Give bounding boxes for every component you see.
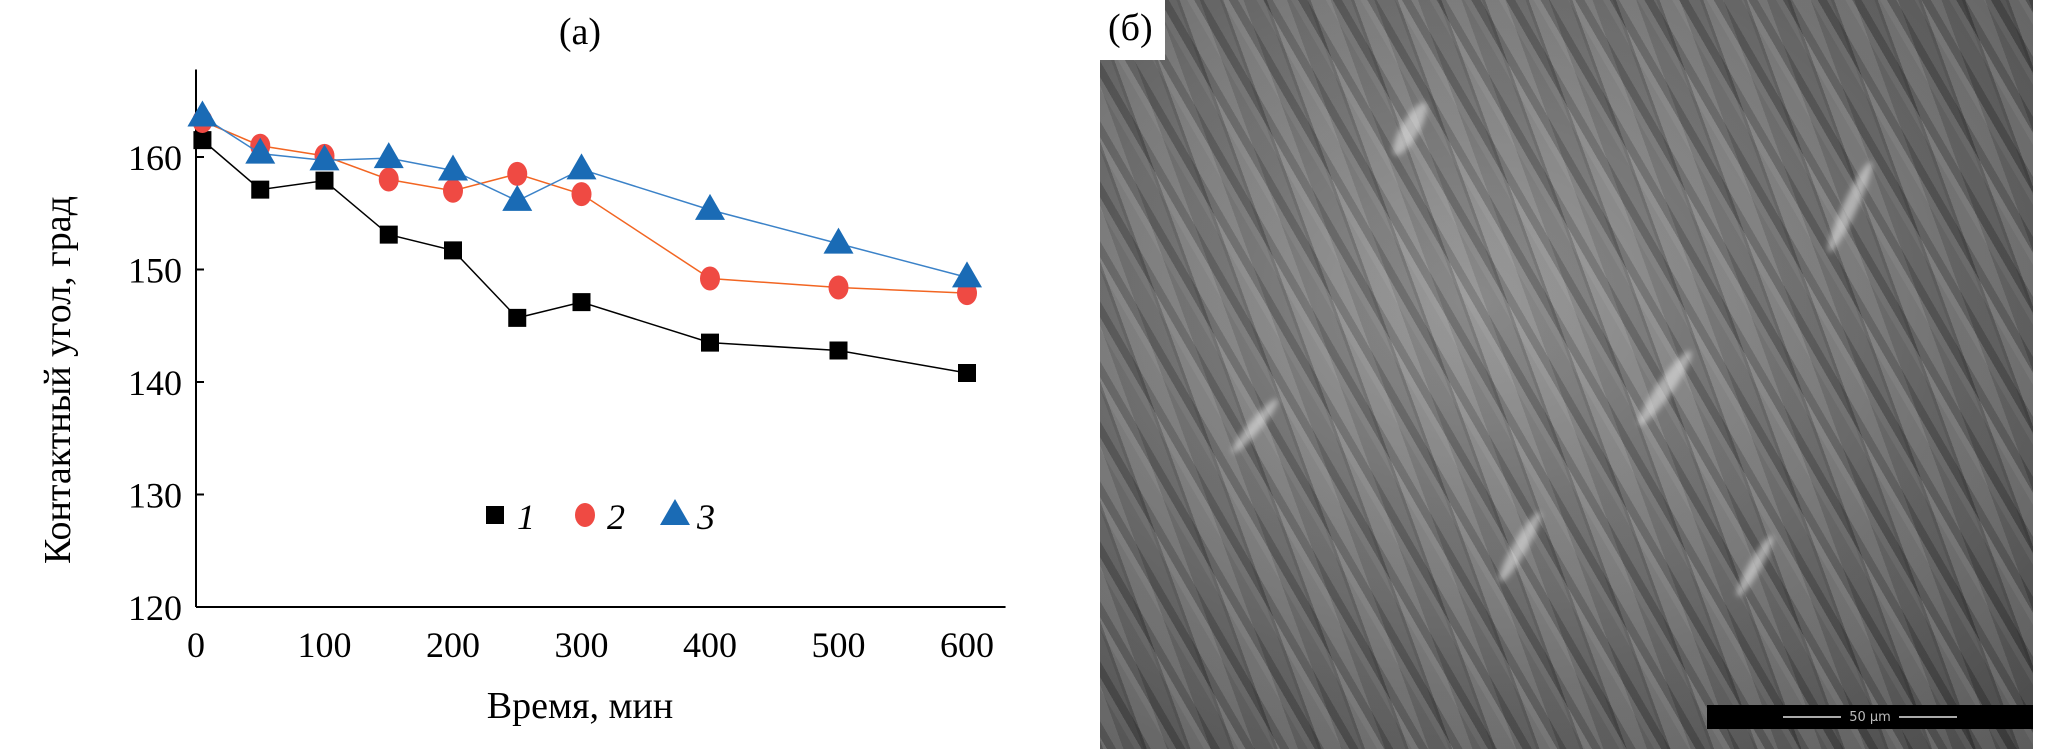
y-tick-label: 140 [128,363,182,403]
x-tick-label: 500 [812,625,866,665]
x-tick-label: 0 [187,625,205,665]
legend-marker-3 [660,499,690,525]
data-point-2 [507,161,528,186]
series-1 [193,131,976,382]
x-tick-label: 400 [683,625,737,665]
series-2 [192,109,977,306]
data-point-1 [444,241,462,260]
y-axis-label: Контактный угол, град [37,196,79,564]
data-point-1 [572,293,591,312]
data-point-3 [502,184,533,211]
data-point-3 [952,261,982,288]
scale-bar-label: 50 µm [1849,709,1891,725]
data-point-3 [695,193,725,220]
legend-marker-2 [575,503,595,527]
panel-label: (б) [1100,0,1165,60]
y-tick-label: 150 [128,251,182,291]
y-tick-label: 120 [128,588,182,628]
data-point-2 [828,275,849,300]
legend-label-1: 1 [517,497,535,537]
data-point-1 [829,341,848,360]
data-point-2 [443,178,463,203]
series-line-1 [201,139,968,374]
data-point-1 [958,364,976,382]
data-point-1 [251,180,270,199]
y-tick-label: 160 [128,138,182,178]
data-point-3 [309,144,340,171]
data-point-1 [508,308,527,327]
series-group [187,100,982,382]
x-tick-label: 200 [426,625,480,665]
x-axis-label: Время, мин [487,685,673,727]
legend-marker-1 [486,506,504,524]
data-point-1 [379,225,398,244]
data-point-3 [245,137,276,164]
data-point-2 [378,167,399,192]
data-point-3 [566,153,597,180]
legend: 1 2 3 [486,497,715,537]
data-point-3 [187,100,218,127]
chart-title: (а) [559,11,601,53]
axes: 120 130 140 150 160 0 100 200 300 400 500 600 [128,69,1006,665]
data-point-1 [193,131,212,150]
series-3 [187,100,982,288]
x-tick-label: 100 [298,625,352,665]
data-point-1 [315,171,334,190]
data-point-2 [571,182,592,207]
legend-label-2: 2 [607,497,625,537]
sem-micrograph: (б) 50 µm [1100,0,2033,749]
series-line-3 [202,115,968,279]
legend-label-3: 3 [696,497,715,537]
y-tick-label: 130 [128,476,182,516]
data-point-1 [701,333,719,352]
contact-angle-chart: (а) 120 130 140 150 160 0 100 200 300 400 500 600 1… [37,11,1006,727]
x-tick-label: 300 [555,625,609,665]
series-line-2 [202,120,968,294]
data-point-3 [438,154,468,181]
x-tick-label: 600 [940,625,994,665]
data-point-3 [373,142,404,169]
data-point-2 [700,266,720,291]
data-point-3 [823,227,854,254]
scale-bar: 50 µm [1707,705,2033,729]
